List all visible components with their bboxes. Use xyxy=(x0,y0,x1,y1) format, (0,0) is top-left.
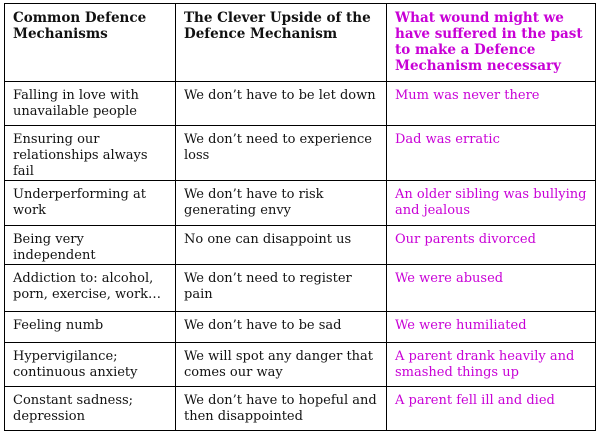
table-row: Falling in love with unavailable people … xyxy=(4,81,596,126)
table-row: Being very independent No one can disapp… xyxy=(4,225,596,265)
upside-cell: We don’t need to experience loss xyxy=(175,125,387,181)
mechanism-cell: Feeling numb xyxy=(4,311,176,343)
table-row: Hypervigilance; continuous anxiety We wi… xyxy=(4,342,596,387)
defence-mechanisms-table: Common Defence Mechanisms The Clever Ups… xyxy=(4,3,596,431)
wound-cell: An older sibling was bullying and jealou… xyxy=(386,180,596,226)
mechanism-cell: Underperforming at work xyxy=(4,180,176,226)
mechanism-cell: Ensuring our relationships always fail xyxy=(4,125,176,181)
upside-cell: No one can disappoint us xyxy=(175,225,387,265)
header-row: Common Defence Mechanisms The Clever Ups… xyxy=(4,3,596,82)
wound-cell: We were abused xyxy=(386,264,596,312)
wound-cell: A parent drank heavily and smashed thing… xyxy=(386,342,596,387)
mechanism-cell: Falling in love with unavailable people xyxy=(4,81,176,126)
table-row: Ensuring our relationships always fail W… xyxy=(4,125,596,181)
table-row: Feeling numb We don’t have to be sad We … xyxy=(4,311,596,343)
table-row: Underperforming at work We don’t have to… xyxy=(4,180,596,226)
upside-cell: We don’t have to be let down xyxy=(175,81,387,126)
mechanism-cell: Addiction to: alcohol, porn, exercise, w… xyxy=(4,264,176,312)
wound-cell: Our parents divorced xyxy=(386,225,596,265)
upside-cell: We will spot any danger that comes our w… xyxy=(175,342,387,387)
wound-cell: Dad was erratic xyxy=(386,125,596,181)
defence-mechanisms-table-container: Common Defence Mechanisms The Clever Ups… xyxy=(4,3,596,431)
mechanism-cell: Being very independent xyxy=(4,225,176,265)
wound-cell: We were humiliated xyxy=(386,311,596,343)
header-defence-mechanisms: Common Defence Mechanisms xyxy=(4,3,176,82)
upside-cell: We don’t have to hopeful and then disapp… xyxy=(175,386,387,431)
header-past-wound: What wound might we have suffered in the… xyxy=(386,3,596,82)
table-row: Addiction to: alcohol, porn, exercise, w… xyxy=(4,264,596,312)
upside-cell: We don’t have to risk generating envy xyxy=(175,180,387,226)
upside-cell: We don’t have to be sad xyxy=(175,311,387,343)
header-clever-upside: The Clever Upside of the Defence Mechani… xyxy=(175,3,387,82)
upside-cell: We don’t need to register pain xyxy=(175,264,387,312)
wound-cell: A parent fell ill and died xyxy=(386,386,596,431)
table-row: Constant sadness; depression We don’t ha… xyxy=(4,386,596,431)
mechanism-cell: Hypervigilance; continuous anxiety xyxy=(4,342,176,387)
wound-cell: Mum was never there xyxy=(386,81,596,126)
mechanism-cell: Constant sadness; depression xyxy=(4,386,176,431)
